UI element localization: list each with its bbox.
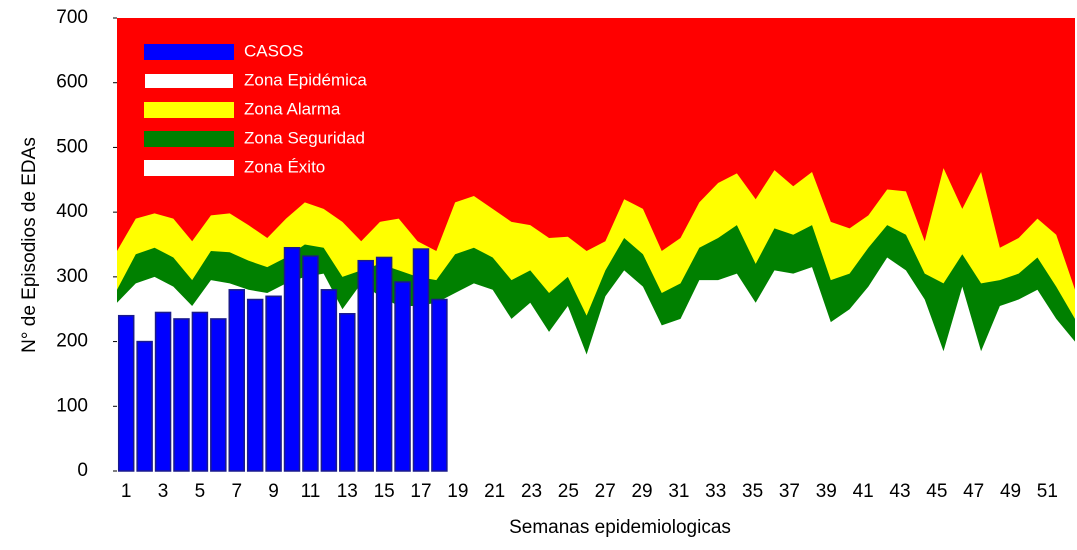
x-tick-label: 31 [668,481,689,502]
x-tick-label: 41 [853,481,874,502]
bar [339,312,356,472]
x-tick-label: 19 [447,481,468,502]
y-tick-label: 300 [56,266,88,287]
legend-label: Zona Alarma [244,99,341,118]
legend-swatch [144,160,234,176]
bar [302,255,319,472]
bar [320,289,338,472]
x-tick-label: 7 [231,481,242,502]
x-axis-title: Semanas epidemiologicas [509,517,731,538]
x-tick-label: 35 [742,481,763,502]
y-tick-label: 200 [56,331,88,352]
bar [394,281,411,472]
legend-swatch [143,72,235,90]
x-tick-label: 9 [268,481,279,502]
x-tick-label: 15 [374,481,395,502]
bar [154,311,172,472]
bar [210,318,227,472]
legend-label: Zona Epidémica [244,70,367,89]
y-tick-label: 100 [56,395,88,416]
x-tick-label: 23 [521,481,542,502]
bar [431,298,448,472]
x-tick-label: 5 [195,481,206,502]
legend-swatch [144,131,234,147]
x-tick-label: 3 [158,481,169,502]
y-tick-label: 400 [56,201,88,222]
bar [246,298,264,472]
bar [191,311,209,472]
x-tick-label: 47 [963,481,984,502]
legend-label: CASOS [244,41,304,60]
bar [357,259,374,472]
x-tick-label: 45 [926,481,947,502]
x-tick-label: 51 [1037,481,1058,502]
x-tick-label: 33 [705,481,726,502]
bar [375,256,393,472]
x-tick-label: 13 [337,481,358,502]
legend-label: Zona Éxito [244,157,325,176]
legend-swatch [144,44,234,60]
bar [228,289,245,472]
x-tick-label: 39 [816,481,837,502]
x-tick-label: 17 [410,481,431,502]
legend-label: Zona Seguridad [244,128,365,147]
bar [265,295,282,472]
y-tick-label: 600 [56,72,88,93]
x-tick-label: 43 [889,481,910,502]
x-tick-label: 29 [631,481,652,502]
x-tick-label: 11 [301,481,321,502]
x-tick-label: 49 [1000,481,1021,502]
y-tick-label: 700 [56,7,88,28]
x-tick-label: 1 [121,481,132,502]
bar [412,248,430,472]
y-axis-title: N° de Episodios de EDAs [19,137,40,353]
x-tick-label: 37 [779,481,800,502]
area [117,257,1075,471]
bar [136,340,153,472]
bar [283,246,301,472]
y-tick-label: 500 [56,136,88,157]
bar [173,318,190,472]
legend-swatch [144,102,234,118]
x-tick-label: 25 [558,481,579,502]
y-tick-label: 0 [77,460,88,481]
bar [117,314,135,472]
x-tick-label: 27 [595,481,616,502]
x-tick-label: 21 [484,481,505,502]
